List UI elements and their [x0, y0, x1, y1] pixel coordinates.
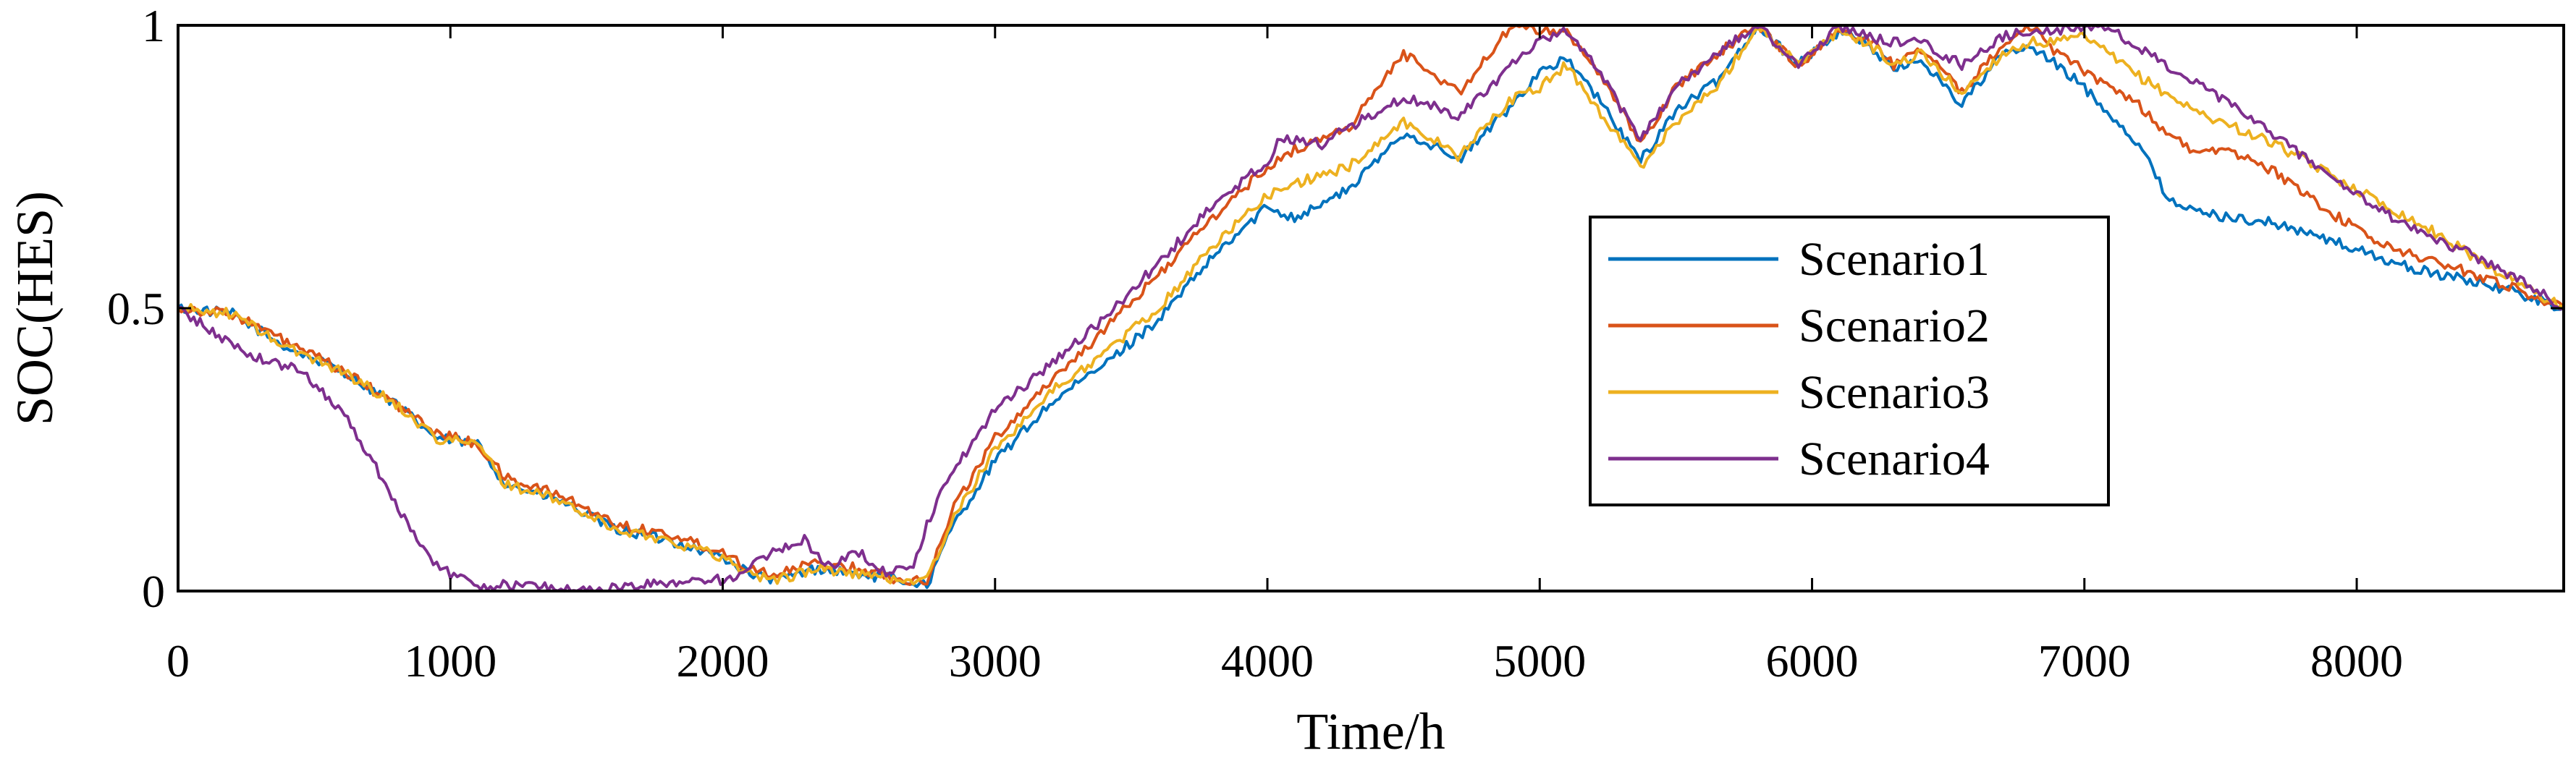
legend-label-scenario1: Scenario1 — [1799, 233, 1990, 286]
legend-label-scenario2: Scenario2 — [1799, 299, 1990, 352]
legend-items: Scenario1 Scenario2 Scenario3 Scenario4 — [1608, 233, 1990, 485]
x-tick-label: 3000 — [949, 635, 1042, 687]
x-axis-title: Time/h — [1296, 702, 1445, 760]
x-tick-label: 0 — [166, 635, 190, 687]
series-line-scenario3 — [177, 26, 2565, 586]
x-tick-label: 1000 — [404, 635, 497, 687]
x-tick-label: 4000 — [1221, 635, 1314, 687]
tick-layer: 0 1000 2000 3000 4000 5000 6000 7000 8000 0 0.5 1 — [107, 0, 2564, 687]
y-tick-label: 1 — [142, 0, 165, 51]
x-tick-label: 8000 — [2310, 635, 2403, 687]
legend-label-scenario4: Scenario4 — [1799, 433, 1990, 485]
series-line-scenario4 — [177, 24, 2564, 592]
y-tick-label: 0.5 — [107, 283, 165, 334]
y-tick-label: 0 — [142, 566, 165, 617]
x-tick-label: 7000 — [2038, 635, 2131, 687]
y-axis-title: SOC(HES) — [6, 191, 64, 425]
x-tick-label: 5000 — [1493, 635, 1586, 687]
x-tick-label: 6000 — [1766, 635, 1859, 687]
series-layer — [177, 24, 2565, 592]
x-tick-label: 2000 — [677, 635, 769, 687]
legend: Scenario1 Scenario2 Scenario3 Scenario4 — [1589, 216, 2110, 506]
legend-label-scenario3: Scenario3 — [1799, 366, 1990, 419]
series-line-scenario2 — [177, 24, 2565, 587]
